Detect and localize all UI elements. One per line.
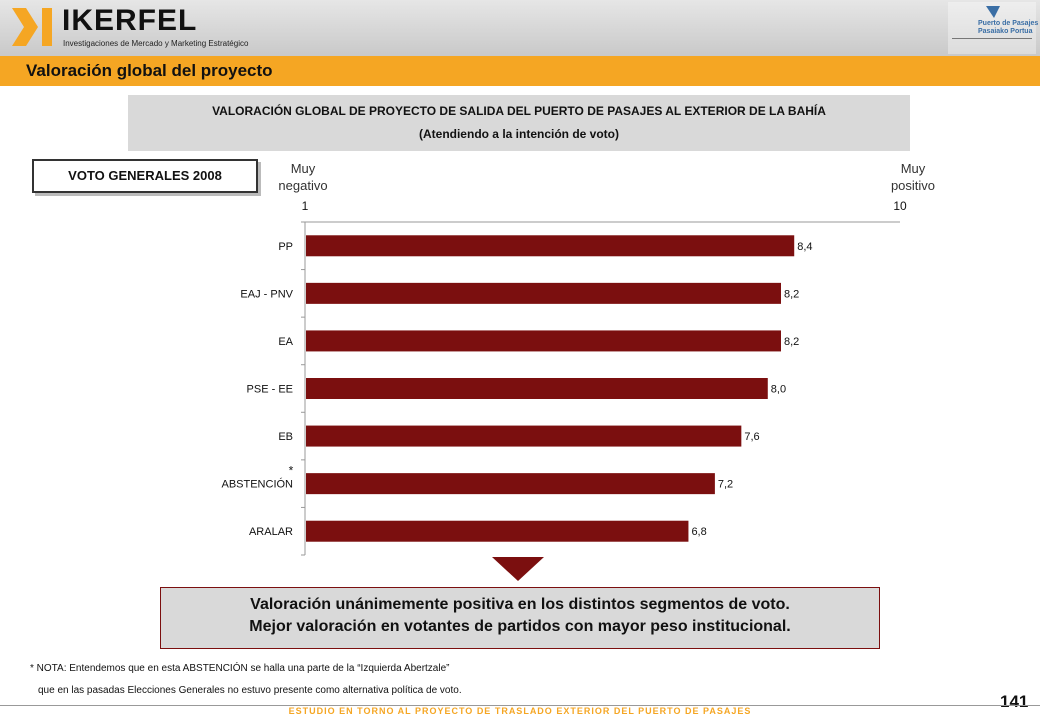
- port-logo-icon: [948, 2, 1036, 54]
- chart-title: VALORACIÓN GLOBAL DE PROYECTO DE SALIDA …: [212, 104, 826, 118]
- data-label: 8,2: [784, 288, 799, 300]
- page-number: 141: [1000, 692, 1029, 711]
- annotation-asterisk: *: [289, 464, 294, 478]
- footer-divider: [0, 705, 1040, 706]
- category-label: EA: [278, 336, 293, 348]
- data-label: 6,8: [691, 526, 706, 538]
- data-label: 8,0: [771, 384, 786, 396]
- section-bar: [0, 56, 1040, 86]
- x-tick-label: 10: [893, 199, 907, 213]
- bar: [306, 235, 795, 257]
- arrow-down-icon: [492, 557, 544, 581]
- category-label: PSE - EE: [247, 384, 293, 396]
- x-tick-label: 1: [302, 199, 309, 213]
- category-label: ABSTENCIÓN: [221, 478, 293, 491]
- footnote-line-1: * NOTA: Entendemos que en esta ABSTENCIÓ…: [30, 663, 450, 674]
- section-title: Valoración global del proyecto: [26, 61, 273, 80]
- port-divider: [952, 38, 1032, 39]
- category-label: EB: [278, 431, 293, 443]
- bar-chart: 1 10 PP 8,4 EAJ - PNV 8,2 EA 8,2 PSE - EE 8,0 EB 7,…: [221, 199, 907, 556]
- scale-max-label: Muy positivo: [890, 161, 936, 193]
- bar: [306, 330, 781, 352]
- bar: [306, 282, 781, 304]
- port-name: Puerto de Pasajes: [978, 20, 1039, 27]
- data-label: 8,2: [784, 336, 799, 348]
- bar: [306, 425, 742, 447]
- conclusion-box: Valoración unánimemente positiva en los …: [160, 587, 880, 649]
- conclusion-line-1: Valoración unánimemente positiva en los …: [250, 596, 790, 613]
- data-label: 7,6: [744, 431, 759, 443]
- footer-text: ESTUDIO EN TORNO AL PROYECTO DE TRASLADO…: [288, 706, 752, 716]
- bar: [306, 520, 689, 542]
- conclusion-line-2: Mejor valoración en votantes de partidos…: [249, 618, 791, 635]
- port-name-basque: Pasaiako Portua: [978, 28, 1033, 35]
- category-label: ARALAR: [249, 526, 293, 538]
- logo-subtitle: Investigaciones de Mercado y Marketing E…: [63, 39, 249, 48]
- header-bar: [0, 0, 1040, 56]
- category-label: EAJ - PNV: [240, 288, 293, 300]
- bar: [306, 378, 768, 399]
- footnote-line-2: que en las pasadas Elecciones Generales …: [38, 685, 462, 696]
- ikerfel-logo-icon: [12, 8, 52, 46]
- logo-text: IKERFEL: [62, 4, 198, 37]
- category-label: PP: [278, 241, 293, 253]
- data-label: 7,2: [718, 479, 733, 491]
- scale-min-label: Muy negativo: [278, 161, 328, 193]
- chart-subtitle: (Atendiendo a la intención de voto): [418, 127, 619, 141]
- bar: [306, 473, 715, 495]
- data-label: 8,4: [797, 241, 812, 253]
- segment-label: VOTO GENERALES 2008: [32, 159, 258, 193]
- chart-title-box: [128, 95, 910, 151]
